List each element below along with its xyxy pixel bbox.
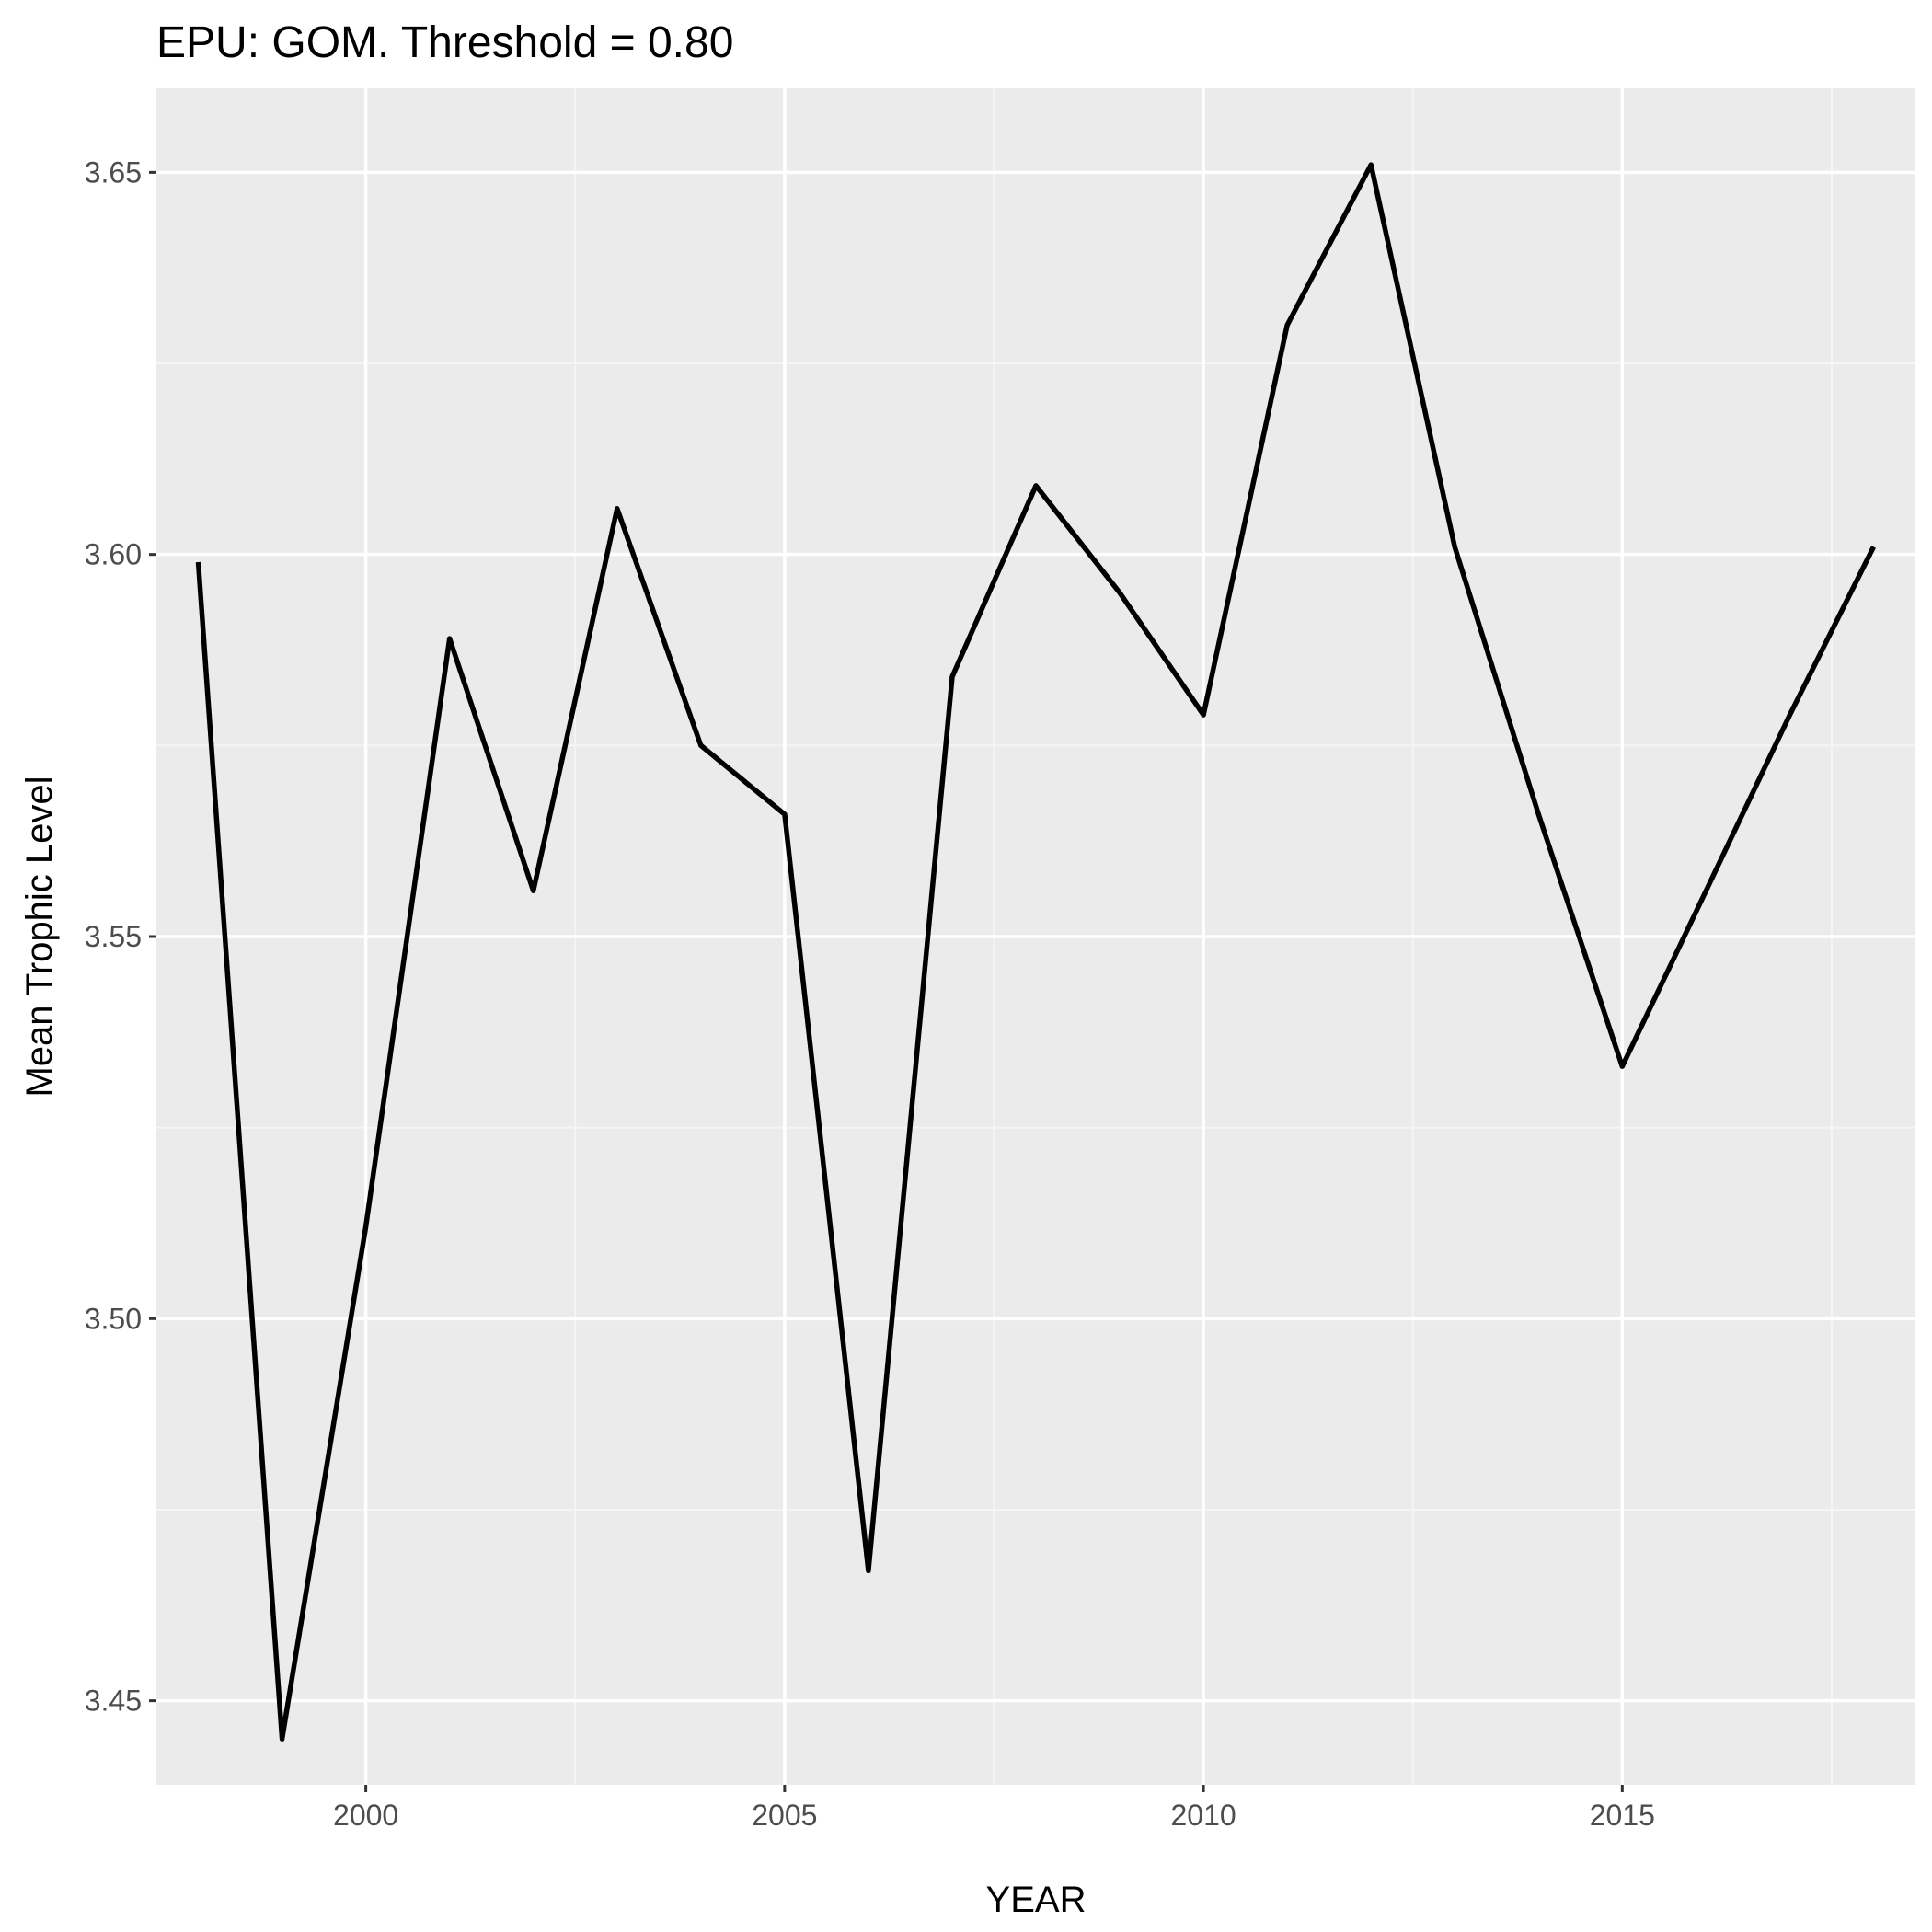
x-tick-label: 2010 (1171, 1799, 1236, 1832)
y-tick-label: 3.45 (85, 1685, 142, 1718)
chart-title: EPU: GOM. Threshold = 0.80 (156, 18, 733, 67)
major-grid (156, 88, 1915, 1785)
y-axis-title: Mean Trophic Level (19, 776, 60, 1097)
y-tick-label: 3.55 (85, 920, 142, 953)
y-tick-label: 3.60 (85, 538, 142, 571)
y-axis: 3.45 3.50 3.55 3.60 3.65 (85, 155, 156, 1718)
y-tick-label: 3.50 (85, 1302, 142, 1335)
series-layer (195, 162, 1876, 1742)
x-tick-label: 2000 (333, 1799, 398, 1832)
x-tick-label: 2005 (752, 1799, 817, 1832)
x-tick-label: 2015 (1590, 1799, 1655, 1832)
y-tick-label: 3.65 (85, 155, 142, 189)
x-axis: 2000 2005 2010 2015 (333, 1785, 1655, 1832)
series-line (195, 162, 1876, 1742)
x-axis-title: YEAR (986, 1880, 1087, 1920)
